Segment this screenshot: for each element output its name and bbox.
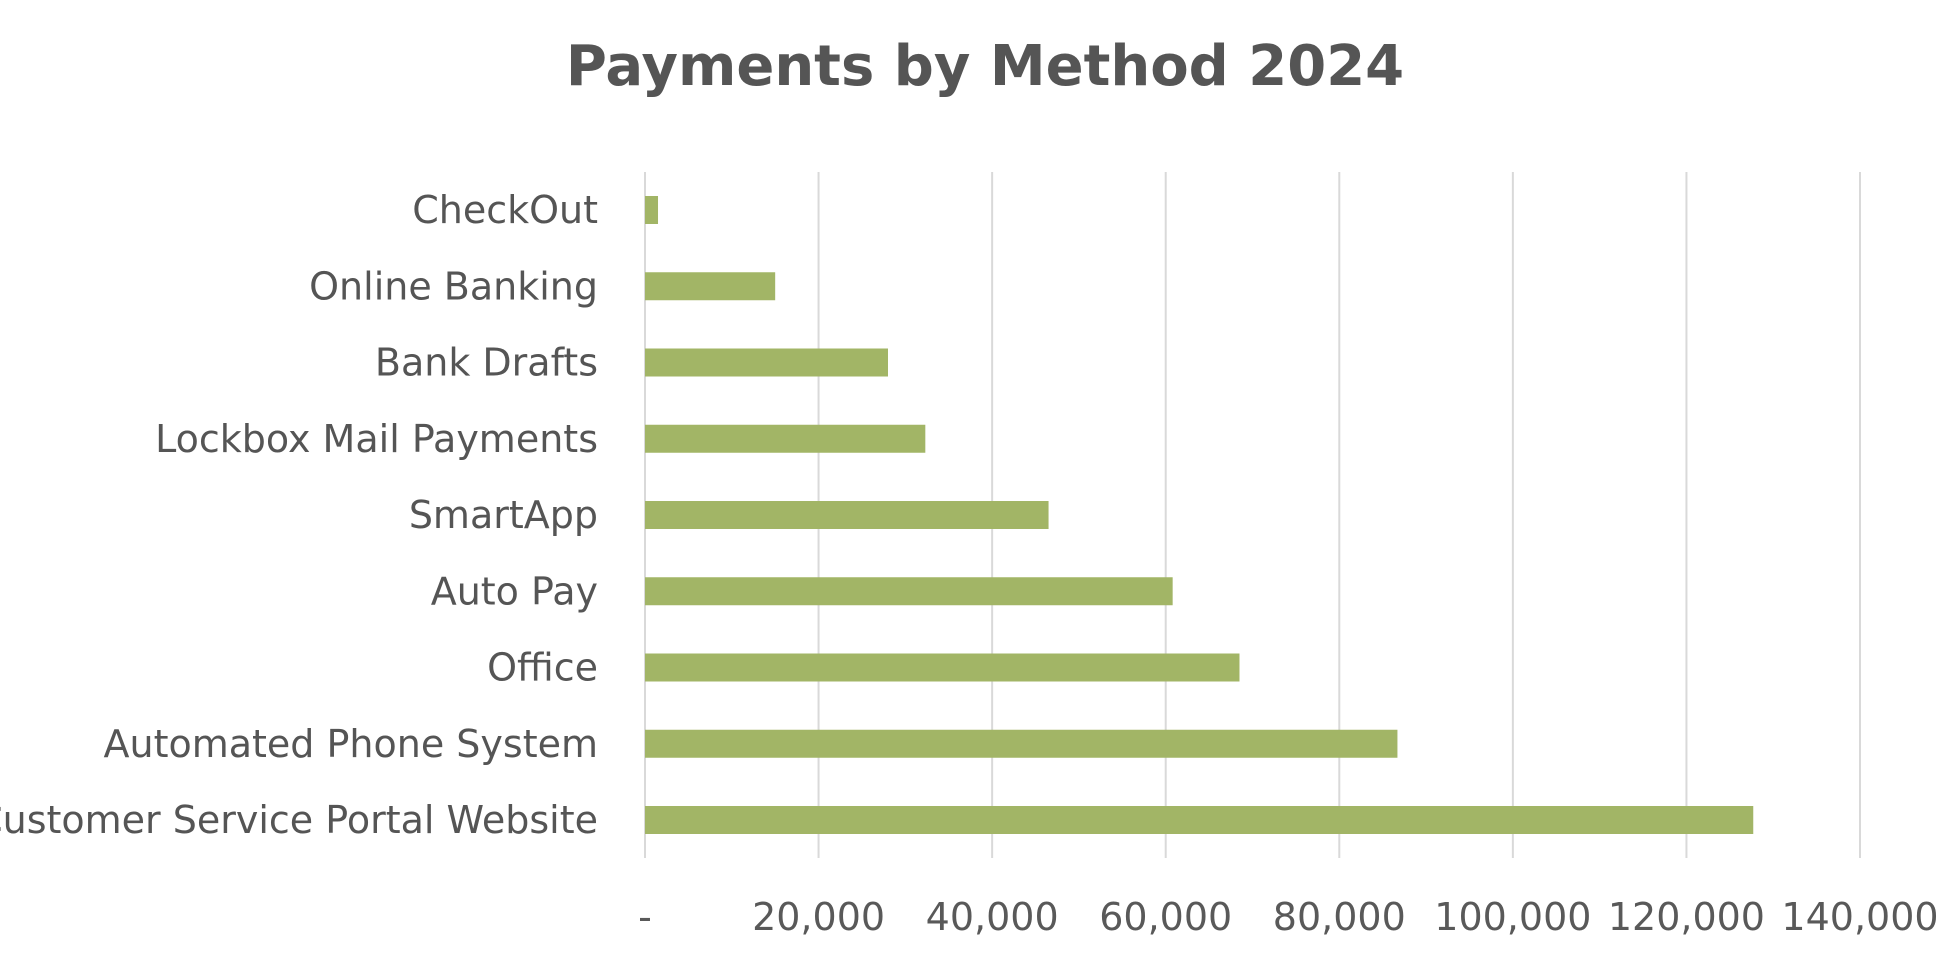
bars (645, 196, 1754, 834)
x-tick-label: 40,000 (926, 895, 1059, 939)
x-tick-label: 140,000 (1781, 895, 1938, 939)
bar (645, 653, 1240, 682)
bar (645, 424, 926, 453)
category-label: Office (487, 646, 598, 690)
bar (645, 806, 1754, 834)
category-label: Customer Service Portal Website (0, 798, 598, 842)
category-label: Automated Phone System (103, 722, 598, 766)
chart-title: Payments by Method 2024 (566, 34, 1404, 99)
x-tick-label: - (638, 895, 652, 939)
category-labels: CheckOut Online Banking Bank Drafts Lockbox… (0, 188, 598, 842)
category-label: Auto Pay (431, 569, 598, 613)
category-label: CheckOut (412, 188, 598, 232)
bar (645, 196, 659, 224)
x-tick-label: 20,000 (752, 895, 885, 939)
category-label: SmartApp (409, 493, 598, 537)
x-tick-label: 100,000 (1434, 895, 1591, 939)
x-tick-label: 80,000 (1273, 895, 1406, 939)
x-tick-labels: - 20,000 40,000 60,000 80,000 100,000 120,000 1… (638, 895, 1938, 939)
x-tick-label: 120,000 (1608, 895, 1765, 939)
bar (645, 348, 888, 377)
bar (645, 729, 1398, 758)
category-label: Bank Drafts (375, 341, 598, 385)
x-tick-label: 60,000 (1099, 895, 1232, 939)
category-label: Online Banking (309, 264, 598, 308)
bar (645, 272, 776, 301)
category-label: Lockbox Mail Payments (155, 417, 598, 461)
bar (645, 577, 1173, 606)
bar (645, 501, 1049, 529)
